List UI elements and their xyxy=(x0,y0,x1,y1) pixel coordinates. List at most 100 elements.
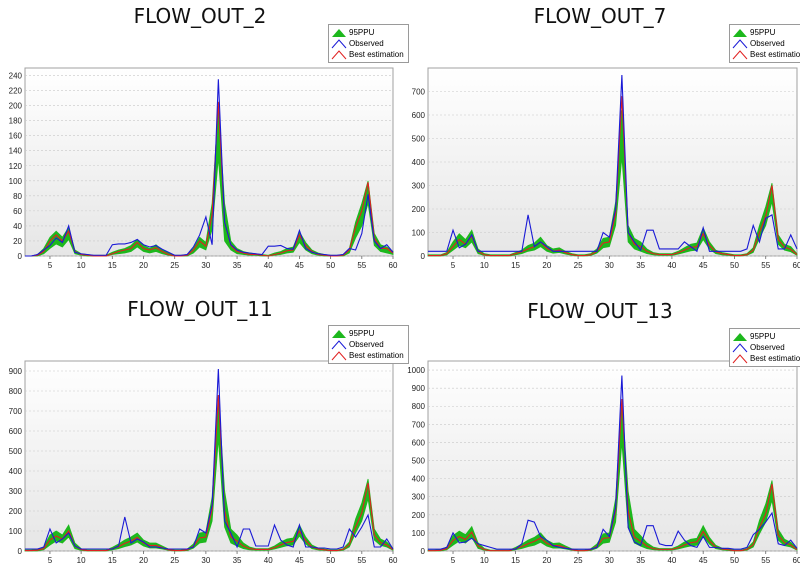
y-tick-label: 400 xyxy=(9,467,23,476)
best-legend-icon xyxy=(732,353,748,363)
legend-item-observed: Observed xyxy=(732,38,800,49)
legend-item-band: 95PPU xyxy=(331,27,404,38)
y-tick-label: 160 xyxy=(9,132,23,141)
legend-item-best: Best estimation xyxy=(732,353,800,364)
x-tick-label: 15 xyxy=(108,261,117,270)
y-tick-label: 800 xyxy=(412,402,426,411)
legend-label-best: Best estimation xyxy=(750,354,800,363)
y-tick-label: 200 xyxy=(9,102,23,111)
observed-line xyxy=(25,79,394,257)
x-tick-label: 35 xyxy=(636,261,645,270)
legend-item-observed: Observed xyxy=(331,38,404,49)
legend-label-observed: Observed xyxy=(349,39,384,48)
legend-label-band: 95PPU xyxy=(349,28,375,37)
y-tick-label: 600 xyxy=(9,427,23,436)
x-tick-label: 45 xyxy=(295,556,304,565)
y-tick-label: 100 xyxy=(412,529,426,538)
chart-panel-2: FLOW_OUT_7 0 100 200 300 400 500 600 700 5 10 15 20… xyxy=(400,0,800,289)
observed-line xyxy=(428,375,798,550)
y-tick-label: 700 xyxy=(412,88,426,97)
x-tick-label: 55 xyxy=(761,556,770,565)
y-tick-label: 300 xyxy=(412,493,426,502)
x-tick-label: 25 xyxy=(574,261,583,270)
y-tick-label: 60 xyxy=(13,207,22,216)
legend-label-best: Best estimation xyxy=(349,50,404,59)
y-tick-label: 80 xyxy=(13,192,22,201)
legend-label-band: 95PPU xyxy=(750,28,776,37)
observed-line xyxy=(25,368,394,550)
band-legend-icon xyxy=(332,329,346,338)
x-tick-label: 60 xyxy=(793,556,800,565)
y-tick-label: 180 xyxy=(9,117,23,126)
y-tick-label: 900 xyxy=(9,367,23,376)
chart-title: FLOW_OUT_2 xyxy=(133,4,267,28)
x-tick-label: 30 xyxy=(201,261,210,270)
best-estimation-line xyxy=(428,96,798,257)
x-tick-label: 5 xyxy=(451,261,456,270)
x-tick-label: 35 xyxy=(233,556,242,565)
y-tick-label: 0 xyxy=(18,252,23,261)
y-tick-label: 100 xyxy=(9,177,23,186)
x-tick-label: 40 xyxy=(667,261,676,270)
x-tick-label: 10 xyxy=(77,261,86,270)
plot-area: 0 20 40 60 80 100 120 140 160 180 200 220 240 5 10 15 20… xyxy=(9,67,398,270)
y-tick-label: 300 xyxy=(9,487,23,496)
x-tick-label: 5 xyxy=(451,556,456,565)
x-tick-label: 35 xyxy=(636,556,645,565)
legend-item-band: 95PPU xyxy=(732,331,800,342)
legend: 95PPU Observed Best estimation xyxy=(328,24,409,63)
x-tick-label: 5 xyxy=(48,556,53,565)
x-tick-label: 50 xyxy=(730,556,739,565)
legend: 95PPU Observed Best estimation xyxy=(328,325,409,364)
legend-label-observed: Observed xyxy=(349,340,384,349)
x-tick-label: 25 xyxy=(170,556,179,565)
observed-legend-icon xyxy=(331,339,347,349)
x-tick-label: 30 xyxy=(201,556,210,565)
y-tick-label: 100 xyxy=(412,229,426,238)
legend-label-best: Best estimation xyxy=(349,351,404,360)
y-tick-label: 0 xyxy=(421,252,426,261)
y-tick-label: 200 xyxy=(9,507,23,516)
legend-item-best: Best estimation xyxy=(331,350,404,361)
observed-line xyxy=(428,75,798,253)
x-tick-label: 60 xyxy=(793,261,800,270)
legend-label-observed: Observed xyxy=(750,39,785,48)
x-tick-label: 15 xyxy=(108,556,117,565)
band-legend-icon xyxy=(332,28,346,37)
plot-area: 0 100 200 300 400 500 600 700 800 900 5 10 15 20 25 30 3… xyxy=(9,360,398,565)
y-tick-label: 220 xyxy=(9,87,23,96)
y-tick-label: 800 xyxy=(9,387,23,396)
x-tick-label: 45 xyxy=(699,556,708,565)
y-tick-label: 120 xyxy=(9,162,23,171)
y-tick-label: 0 xyxy=(18,547,23,556)
x-tick-label: 55 xyxy=(761,261,770,270)
best-estimation-line xyxy=(25,394,394,552)
y-tick-label: 500 xyxy=(412,457,426,466)
legend-item-observed: Observed xyxy=(331,339,404,350)
y-tick-label: 140 xyxy=(9,147,23,156)
y-tick-label: 500 xyxy=(9,447,23,456)
band-legend-icon xyxy=(733,332,747,341)
y-tick-label: 400 xyxy=(412,158,426,167)
x-tick-label: 45 xyxy=(295,261,304,270)
x-tick-label: 50 xyxy=(326,261,335,270)
x-tick-label: 35 xyxy=(233,261,242,270)
chart-title: FLOW_OUT_11 xyxy=(127,297,273,321)
x-tick-label: 10 xyxy=(77,556,86,565)
legend: 95PPU Observed Best estimation xyxy=(729,24,800,63)
observed-legend-icon xyxy=(331,38,347,48)
x-tick-label: 25 xyxy=(574,556,583,565)
x-tick-label: 5 xyxy=(48,261,53,270)
x-tick-label: 25 xyxy=(170,261,179,270)
y-tick-label: 200 xyxy=(412,205,426,214)
x-tick-label: 50 xyxy=(326,556,335,565)
x-tick-label: 10 xyxy=(480,556,489,565)
legend-label-band: 95PPU xyxy=(750,332,776,341)
legend-label-best: Best estimation xyxy=(750,50,800,59)
x-tick-label: 40 xyxy=(264,556,273,565)
best-legend-icon xyxy=(331,49,347,59)
plot-area: 0 100 200 300 400 500 600 700 800 900 1000 5 10 15 20 2… xyxy=(407,360,800,565)
y-tick-label: 700 xyxy=(9,407,23,416)
y-tick-label: 600 xyxy=(412,111,426,120)
y-tick-label: 400 xyxy=(412,475,426,484)
